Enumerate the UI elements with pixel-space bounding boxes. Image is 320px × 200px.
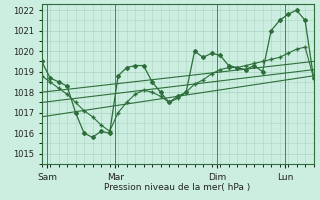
X-axis label: Pression niveau de la mer( hPa ): Pression niveau de la mer( hPa ) (104, 183, 251, 192)
